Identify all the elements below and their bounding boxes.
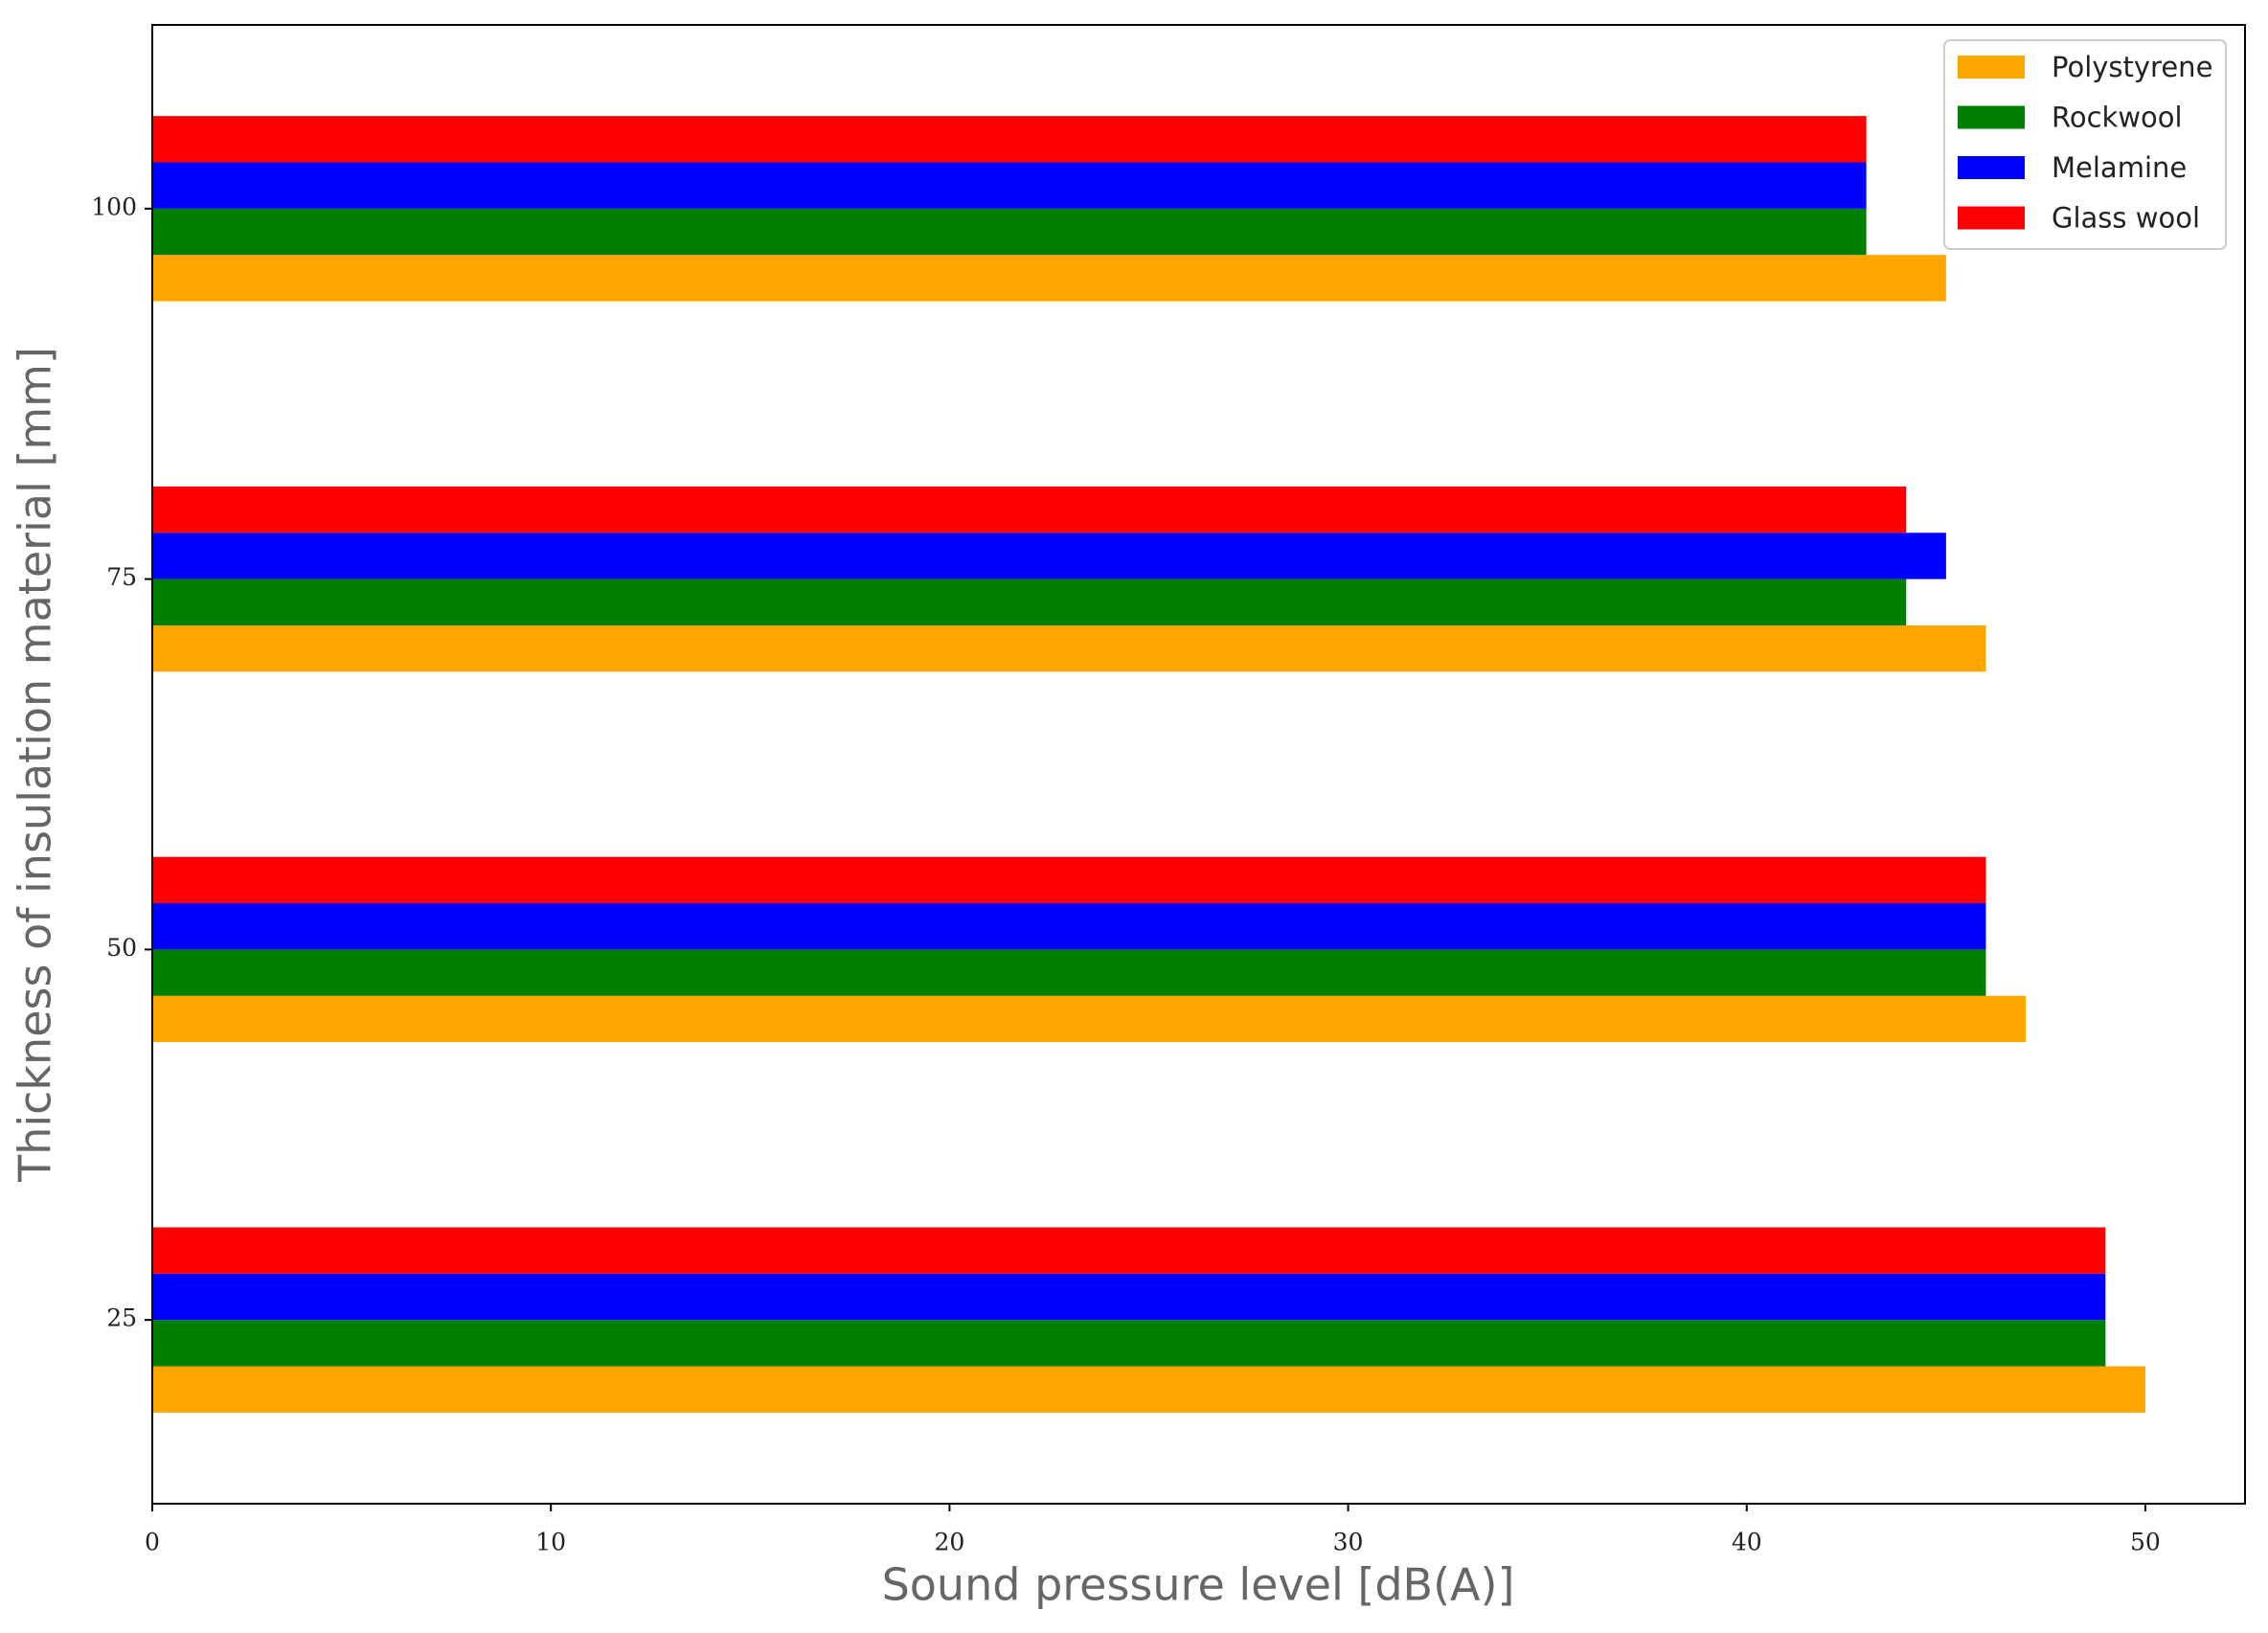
legend-label: Polystyrene [2052,51,2212,83]
x-tick-label: 0 [145,1529,160,1556]
y-tick-label: 100 [91,193,137,220]
y-tick-label: 50 [106,934,137,962]
legend-swatch [1958,56,2025,79]
bar [152,995,2027,1043]
x-tick-label: 10 [535,1529,566,1556]
bar [152,162,1867,209]
bar [152,624,1986,672]
legend-swatch [1958,156,2025,179]
bar [152,116,1867,163]
bar [152,949,1986,996]
x-axis-label: Sound pressure level [dB(A)] [882,1559,1515,1611]
x-tick-label: 50 [2130,1529,2161,1556]
y-tick-label: 75 [106,563,137,591]
bar [152,856,1986,904]
bar [152,1320,2106,1367]
bar [152,208,1867,256]
y-axis-label: Thickness of insulation material [mm] [10,347,61,1183]
legend-swatch [1958,206,2025,230]
bar [152,1227,2106,1274]
bar [152,578,1907,625]
legend-label: Melamine [2052,151,2187,184]
plot-frame [151,24,2246,1505]
legend-label: Glass wool [2052,202,2200,235]
x-tick-label: 30 [1333,1529,1364,1556]
legend-box [1943,39,2227,250]
legend-swatch [1958,105,2025,129]
bar [152,903,1986,950]
x-tick-label: 20 [934,1529,964,1556]
bar [152,486,1907,533]
legend-label: Rockwool [2052,102,2183,134]
bar [152,533,1946,579]
y-tick-label: 25 [106,1304,137,1332]
bar [152,1273,2106,1321]
bar [152,1366,2145,1413]
x-tick-label: 40 [1732,1529,1762,1556]
bar [152,255,1946,302]
